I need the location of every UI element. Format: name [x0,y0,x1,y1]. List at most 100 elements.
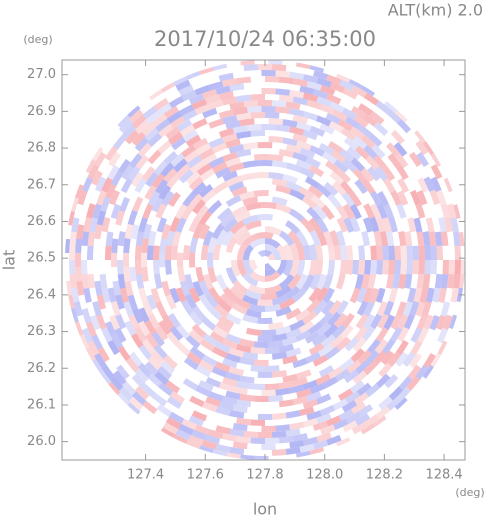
echo-cell [116,364,130,380]
echo-cell [261,202,277,210]
echo-cell [329,82,346,94]
echo-cell [134,137,149,152]
echo-cell [166,230,176,246]
echo-cell [261,329,277,336]
echo-cell [395,351,409,367]
echo-cell [257,299,273,307]
echo-cell [189,346,205,360]
echo-cell [71,287,80,303]
echo-cell [345,391,361,404]
echo-cell [218,401,235,411]
echo-cell [138,307,150,323]
echo-cell [437,327,449,344]
echo-cell [397,177,410,194]
echo-cell [202,107,218,119]
echo-cell [81,176,93,193]
echo-cell [75,238,83,254]
echo-cell [396,301,407,317]
echo-cell [165,260,173,275]
echo-cell [83,287,92,303]
echo-cell [289,243,299,260]
echo-cell [92,358,104,373]
echo-cell [191,323,207,339]
echo-cell [289,126,305,136]
echo-cell [416,151,429,167]
echo-cell [285,162,302,173]
echo-cell [369,287,380,304]
echo-cell [380,350,395,366]
echo-cell [142,300,154,317]
echo-cell [367,273,377,289]
echo-cell [323,273,334,290]
echo-cell [225,333,241,345]
echo-cell [236,148,252,158]
echo-cell [319,123,335,135]
echo-cell [191,429,207,441]
echo-cell [242,196,259,206]
echo-cell [450,287,459,303]
echo-cell [309,145,325,157]
echo-cell [268,136,284,144]
echo-cell [345,411,362,424]
echo-cell [181,144,197,158]
echo-cell [134,326,147,343]
echo-cell [415,203,426,219]
echo-cell [198,280,211,297]
echo-cell [202,273,214,290]
echo-cell [363,414,380,428]
echo-cell [282,243,293,260]
echo-cell [142,203,154,220]
echo-cell [265,303,282,312]
echo-cell [410,339,423,356]
echo-cell [417,327,429,343]
echo-cell [375,326,389,343]
echo-cell [316,432,332,443]
echo-cell [222,338,238,350]
echo-cell [211,223,225,240]
echo-cell [362,217,374,233]
echo-cell [271,294,288,306]
echo-cell [87,273,96,289]
echo-cell [236,112,252,121]
echo-cell [101,177,113,193]
echo-cell [198,359,215,372]
echo-cell [160,82,176,93]
echo-cell [112,134,127,150]
echo-cell [421,301,432,317]
echo-cell [231,205,248,218]
echo-cell [285,428,301,437]
echo-cell [295,159,312,171]
echo-cell [384,374,399,389]
echo-cell [198,210,212,227]
echo-cell [376,300,388,317]
echo-cell [121,164,134,180]
echo-cell [101,287,111,303]
echo-cell [183,244,191,260]
echo-cell [398,273,407,290]
echo-cell [295,329,312,342]
echo-cell [320,85,336,96]
echo-cell [442,260,449,275]
echo-cell [189,395,205,408]
echo-cell [440,301,451,317]
echo-cell [221,230,235,247]
echo-cell [387,153,401,169]
echo-cell [218,382,235,393]
echo-cell [71,217,80,233]
echo-cell [308,286,322,303]
echo-cell [268,118,284,126]
echo-cell [370,245,377,260]
echo-cell [386,142,400,157]
echo-cell [329,101,345,113]
echo-cell [446,273,455,289]
echo-cell [435,189,447,206]
echo-cell [302,244,311,260]
echo-cell [218,109,235,119]
echo-cell [112,370,127,386]
echo-cell [339,260,347,276]
echo-cell [201,354,218,367]
echo-cell [236,76,252,85]
echo-cell [228,347,245,358]
echo-cell [302,398,319,409]
echo-cell [404,273,413,289]
